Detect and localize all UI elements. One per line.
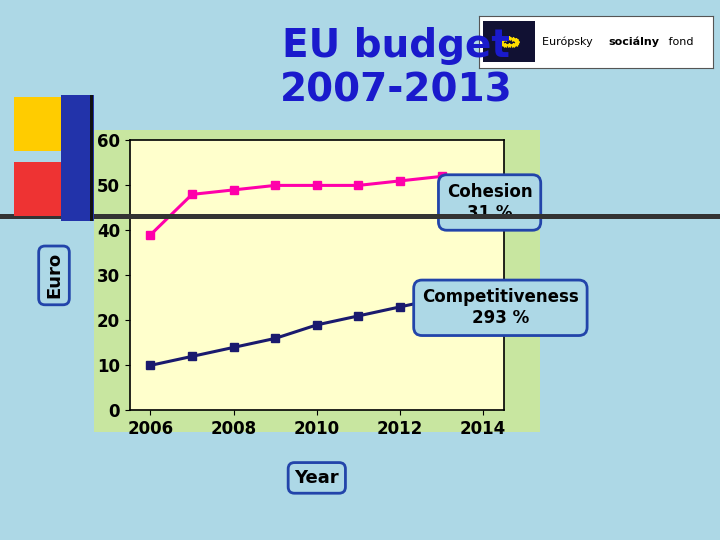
Text: Year: Year [294,469,339,487]
Text: EU budget
2007-2013: EU budget 2007-2013 [279,27,513,109]
FancyBboxPatch shape [484,22,535,62]
Text: Euro: Euro [45,252,63,299]
Text: Competitiveness
293 %: Competitiveness 293 % [422,288,579,327]
Text: fond: fond [665,37,693,47]
Text: Európsky: Európsky [542,37,596,47]
Text: sociálny: sociálny [608,37,660,47]
Text: Cohesion
31 %: Cohesion 31 % [447,183,532,222]
